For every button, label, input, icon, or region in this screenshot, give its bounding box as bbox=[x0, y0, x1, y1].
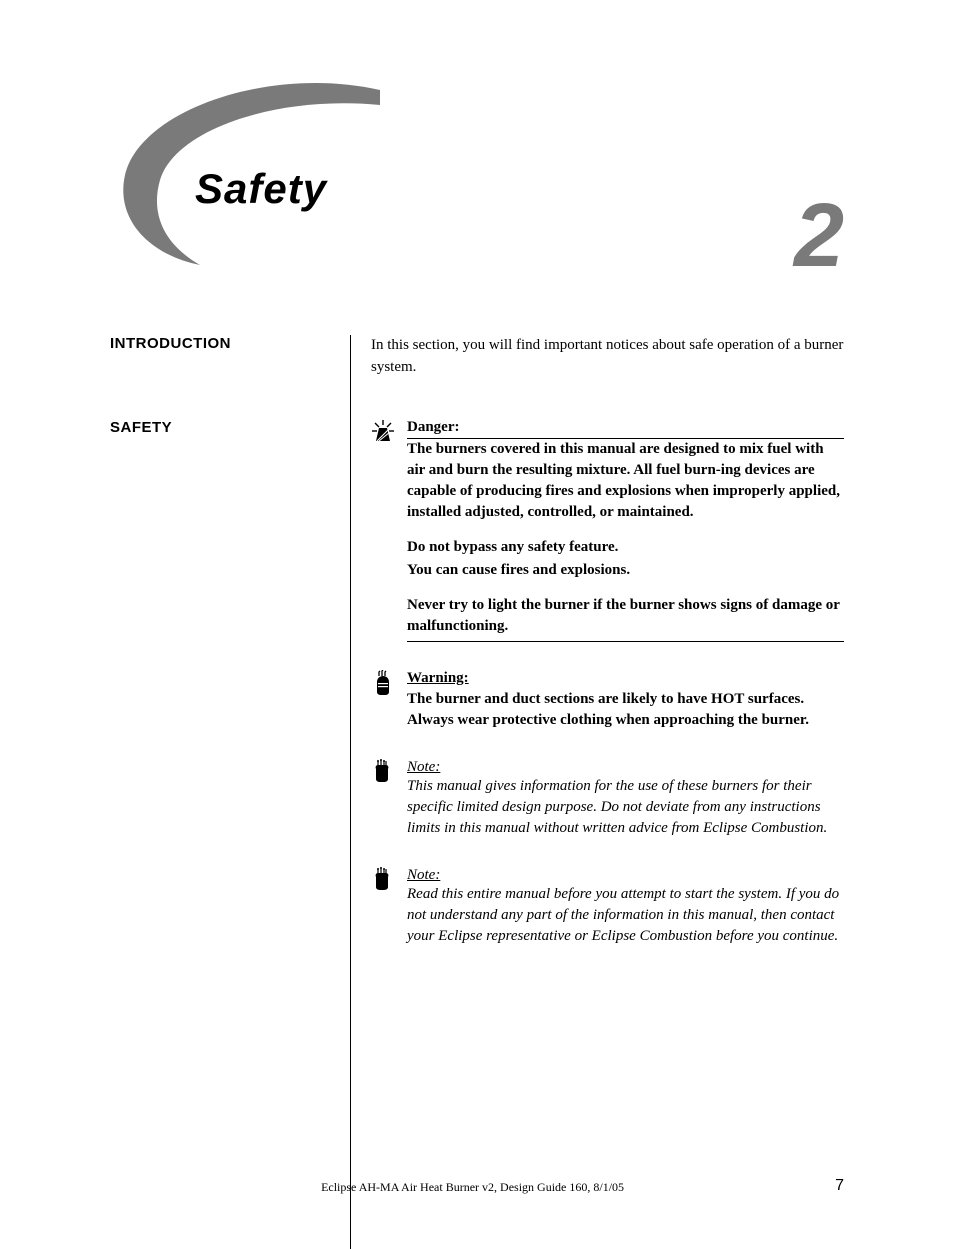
danger-icon bbox=[371, 419, 407, 642]
danger-p2b: You can cause fires and explosions. bbox=[407, 560, 844, 581]
danger-title: Danger: bbox=[407, 419, 844, 436]
content-area: INTRODUCTION In this section, you will f… bbox=[110, 335, 844, 1249]
note1-p1: This manual gives information for the us… bbox=[407, 776, 844, 839]
warning-title: Warning: bbox=[407, 670, 844, 687]
warning-icon bbox=[371, 670, 407, 731]
introduction-label: INTRODUCTION bbox=[110, 335, 350, 352]
introduction-text: In this section, you will find important… bbox=[371, 335, 844, 379]
chapter-title: Safety bbox=[195, 165, 327, 213]
page: Safety 2 INTRODUCTION In this section, y… bbox=[0, 0, 954, 1235]
note1-block: Note: This manual gives information for … bbox=[371, 759, 844, 839]
note2-block: Note: Read this entire manual before you… bbox=[371, 867, 844, 947]
danger-p3: Never try to light the burner if the bur… bbox=[407, 595, 844, 642]
warning-block: Warning: The burner and duct sections ar… bbox=[371, 670, 844, 731]
danger-p2a: Do not bypass any safety feature. bbox=[407, 537, 844, 558]
chapter-header: Safety 2 bbox=[110, 80, 844, 280]
page-footer: Eclipse AH-MA Air Heat Burner v2, Design… bbox=[110, 1177, 844, 1195]
chapter-number: 2 bbox=[794, 185, 844, 288]
note-icon bbox=[371, 867, 407, 947]
page-number: 7 bbox=[835, 1177, 844, 1195]
introduction-row: INTRODUCTION In this section, you will f… bbox=[110, 335, 844, 419]
danger-block: Danger: The burners covered in this manu… bbox=[371, 419, 844, 642]
danger-p1: The burners covered in this manual are d… bbox=[407, 438, 844, 523]
note1-title: Note: bbox=[407, 759, 844, 776]
note-icon bbox=[371, 759, 407, 839]
safety-row: SAFETY bbox=[110, 419, 844, 1249]
footer-text: Eclipse AH-MA Air Heat Burner v2, Design… bbox=[110, 1180, 835, 1195]
safety-label: SAFETY bbox=[110, 419, 350, 436]
note2-p1: Read this entire manual before you attem… bbox=[407, 884, 844, 947]
warning-p1: The burner and duct sections are likely … bbox=[407, 689, 844, 731]
note2-title: Note: bbox=[407, 867, 844, 884]
